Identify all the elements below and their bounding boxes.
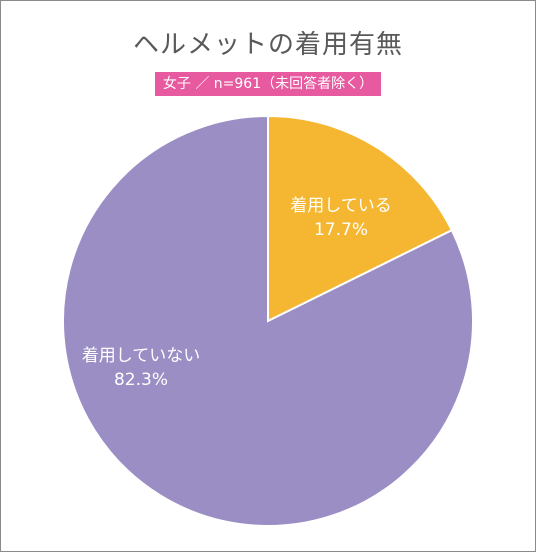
pie-labels: 着用している 17.7% 着用していない 82.3% — [82, 196, 392, 390]
chart-subtitle-wrap: 女子 ／ n=961（未回答者除く） — [0, 72, 536, 96]
chart-title: ヘルメットの着用有無 — [132, 30, 403, 60]
slice-label-value: 17.7% — [314, 220, 368, 240]
slice-not-wearing — [62, 114, 474, 527]
chart-subtitle: 女子 ／ n=961（未回答者除く） — [154, 72, 382, 96]
slice-label-value: 82.3% — [114, 370, 168, 390]
pie-slices — [62, 114, 474, 527]
slice-wearing — [267, 114, 454, 323]
slice-label-category: 着用していない — [82, 346, 201, 366]
slice-label-category: 着用している — [290, 196, 392, 216]
